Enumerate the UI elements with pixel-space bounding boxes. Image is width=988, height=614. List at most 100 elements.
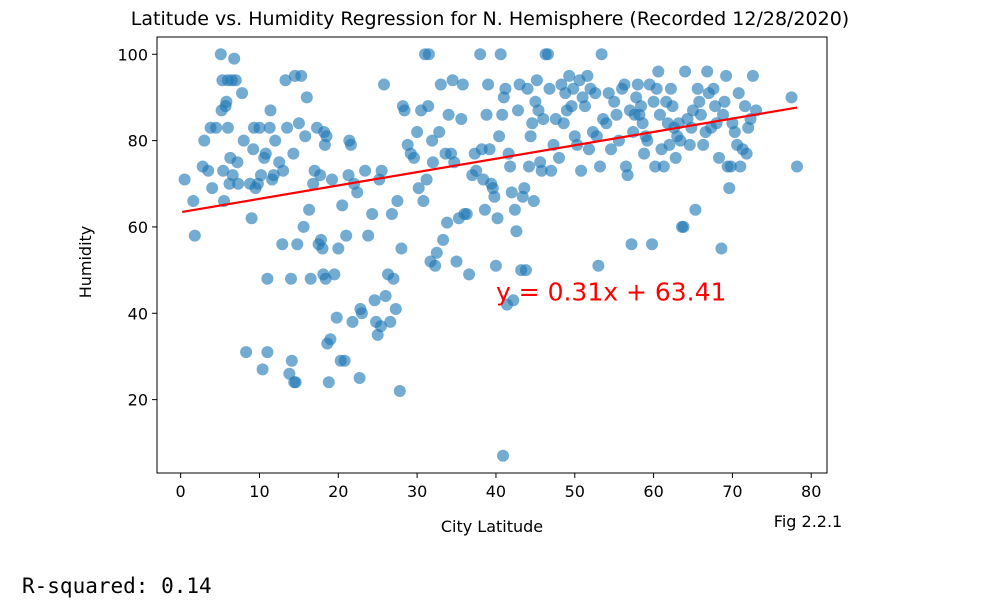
data-point <box>263 121 276 134</box>
data-point <box>378 78 390 91</box>
data-point <box>488 190 501 203</box>
data-point <box>508 203 521 216</box>
data-point <box>732 87 745 100</box>
data-point <box>740 147 753 160</box>
data-point <box>608 95 621 108</box>
data-point <box>641 134 654 147</box>
data-point <box>292 117 305 130</box>
regression-equation: y = 0.31x + 63.41 <box>496 278 727 307</box>
x-tick-label: 60 <box>643 482 663 501</box>
data-point <box>605 143 617 156</box>
data-point <box>493 130 506 143</box>
data-point <box>657 160 670 173</box>
data-point <box>510 225 523 238</box>
data-point <box>231 156 244 169</box>
x-axis: 0 10 20 30 40 50 60 70 80 <box>176 473 821 501</box>
data-point <box>693 95 706 108</box>
data-point <box>408 151 420 164</box>
data-point <box>542 48 554 61</box>
data-point <box>412 182 425 195</box>
data-point <box>330 311 343 324</box>
data-point <box>669 151 682 164</box>
data-point <box>289 376 302 389</box>
data-point <box>198 134 211 147</box>
data-point <box>178 173 191 186</box>
data-point <box>594 160 606 173</box>
data-point <box>351 186 364 199</box>
data-point <box>398 104 411 117</box>
y-tick-label: 80 <box>128 132 148 151</box>
data-point <box>521 82 534 95</box>
data-point <box>456 78 469 91</box>
data-point <box>232 177 245 190</box>
data-point <box>701 65 714 78</box>
data-point <box>291 238 304 251</box>
data-point <box>720 69 733 82</box>
data-point <box>264 104 277 117</box>
x-tick-label: 40 <box>486 482 506 501</box>
data-point <box>647 95 660 108</box>
data-point <box>621 169 634 182</box>
data-point <box>332 242 345 255</box>
data-point <box>460 208 473 220</box>
data-point <box>504 160 517 173</box>
data-point <box>652 65 665 78</box>
data-point <box>202 164 215 177</box>
data-point <box>446 74 459 87</box>
data-point <box>483 143 496 156</box>
data-point <box>545 164 558 177</box>
x-tick-label: 70 <box>722 482 742 501</box>
data-point <box>718 95 731 108</box>
data-point <box>523 160 535 173</box>
data-point <box>709 100 722 113</box>
data-point <box>259 147 272 160</box>
data-point <box>253 121 266 134</box>
data-point <box>285 272 297 285</box>
data-point <box>353 372 366 384</box>
data-point <box>631 78 644 91</box>
data-point <box>221 121 234 134</box>
data-point <box>422 100 435 113</box>
data-point <box>417 195 430 207</box>
data-point <box>261 346 274 359</box>
data-point <box>494 48 507 61</box>
data-point <box>429 259 442 272</box>
data-point <box>474 48 487 61</box>
data-point <box>433 126 446 138</box>
data-points <box>178 48 803 462</box>
data-point <box>206 182 219 195</box>
y-axis: 20 40 60 80 100 <box>117 45 157 410</box>
x-axis-label: City Latitude <box>441 517 543 536</box>
data-point <box>303 203 316 216</box>
data-point <box>188 229 201 242</box>
x-tick-label: 50 <box>565 482 585 501</box>
data-point <box>214 48 227 61</box>
data-point <box>565 100 578 113</box>
data-point <box>507 294 520 307</box>
scatter-chart: Latitude vs. Humidity Regression for N. … <box>76 8 849 536</box>
data-point <box>482 78 495 91</box>
data-point <box>723 182 736 195</box>
data-point <box>228 52 241 65</box>
y-tick-label: 40 <box>128 304 148 323</box>
data-point <box>557 117 570 130</box>
data-point <box>530 74 543 87</box>
data-point <box>579 100 591 113</box>
x-tick-label: 30 <box>407 482 427 501</box>
data-point <box>519 264 532 277</box>
data-point <box>210 121 223 134</box>
data-point <box>338 354 351 367</box>
data-point <box>724 160 737 173</box>
data-point <box>346 315 359 328</box>
data-point <box>391 195 404 207</box>
data-point <box>256 363 269 376</box>
data-point <box>505 186 518 199</box>
plot-area <box>156 36 828 474</box>
data-point <box>297 220 310 233</box>
data-point <box>226 169 239 182</box>
data-point <box>610 108 623 121</box>
data-point <box>463 268 476 281</box>
regression-line <box>182 106 798 214</box>
data-point <box>442 108 455 121</box>
data-point <box>229 74 242 87</box>
